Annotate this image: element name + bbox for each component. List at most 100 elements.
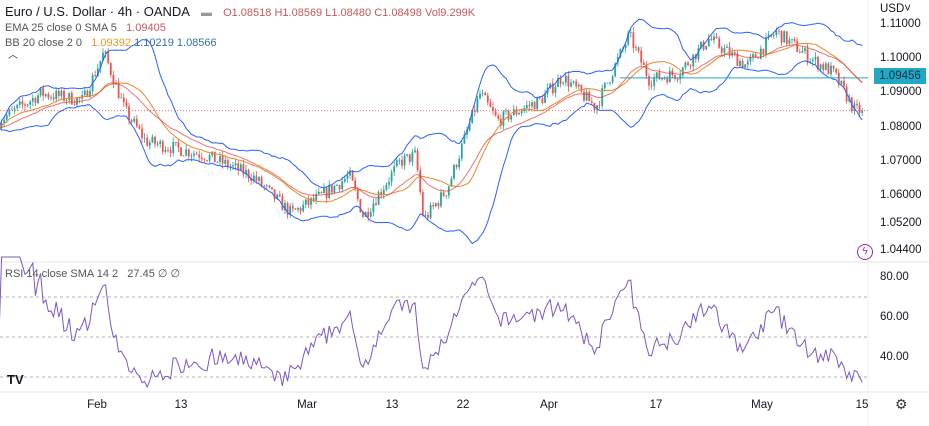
rsi-line bbox=[0, 256, 863, 389]
candle-body bbox=[208, 155, 211, 161]
candle-body bbox=[26, 104, 29, 106]
bb-lower-line bbox=[0, 60, 863, 245]
collapse-legend-button[interactable]: ︿ bbox=[8, 50, 18, 61]
candle-body bbox=[346, 175, 349, 179]
candle-body bbox=[255, 175, 258, 181]
candle-body bbox=[200, 157, 203, 160]
candle-body bbox=[840, 80, 843, 85]
candle-body bbox=[237, 163, 240, 171]
candle-body bbox=[778, 30, 780, 32]
candle-body bbox=[629, 32, 632, 34]
candle-body bbox=[107, 51, 110, 64]
price-axis-label: 1.11000 bbox=[880, 18, 921, 30]
candle-body bbox=[304, 199, 307, 205]
candle-body bbox=[637, 47, 640, 51]
candle-body bbox=[356, 189, 359, 200]
bb-lower: 1.08566 bbox=[176, 37, 217, 49]
candle-body bbox=[515, 109, 518, 115]
candle-body bbox=[42, 88, 45, 96]
candle-body bbox=[533, 102, 536, 110]
candle-body bbox=[403, 155, 406, 166]
candle-body bbox=[180, 147, 182, 156]
candle-body bbox=[720, 47, 723, 53]
candle-body bbox=[265, 185, 268, 187]
candle-body bbox=[393, 166, 396, 173]
candle-body bbox=[182, 155, 185, 157]
bb-upper: 1.10219 bbox=[134, 37, 174, 49]
candle-body bbox=[741, 60, 744, 68]
candle-body bbox=[811, 59, 814, 62]
candle-body bbox=[580, 84, 583, 92]
candle-body bbox=[169, 150, 172, 153]
currency-label: USD bbox=[880, 3, 905, 15]
minus-icon[interactable]: ▬ bbox=[201, 7, 213, 19]
time-tick: Apr bbox=[540, 399, 558, 411]
tradingview-logo[interactable]: TV bbox=[7, 372, 24, 387]
candle-body bbox=[291, 206, 294, 209]
candle-body bbox=[572, 81, 575, 83]
candle-body bbox=[411, 152, 414, 162]
candle-body bbox=[590, 101, 593, 103]
candle-body bbox=[557, 78, 559, 88]
candle-body bbox=[689, 65, 692, 67]
candle-body bbox=[161, 141, 164, 152]
candle-body bbox=[658, 72, 661, 80]
candle-body bbox=[528, 105, 531, 107]
candle-body bbox=[239, 164, 242, 171]
candle-body bbox=[89, 91, 91, 97]
candle-body bbox=[172, 142, 175, 153]
candle-body bbox=[234, 163, 237, 166]
candle-body bbox=[18, 101, 21, 105]
candle-body bbox=[832, 65, 835, 69]
ohlc-low: L1.08480 bbox=[325, 7, 372, 19]
currency-selector[interactable]: USD˅ bbox=[880, 3, 911, 15]
candle-body bbox=[216, 161, 219, 163]
candle-body bbox=[5, 115, 8, 120]
candle-body bbox=[661, 78, 663, 80]
current-price-tag: 1.09456 bbox=[874, 68, 926, 84]
candle-body bbox=[16, 104, 19, 109]
candle-body bbox=[692, 54, 695, 67]
candle-body bbox=[502, 111, 505, 126]
time-tick: 13 bbox=[385, 399, 399, 411]
candle-body bbox=[55, 90, 58, 100]
candle-body bbox=[128, 106, 130, 120]
candle-body bbox=[772, 35, 775, 37]
candle-body bbox=[83, 90, 86, 95]
candle-body bbox=[232, 165, 234, 167]
candle-body bbox=[427, 214, 429, 218]
candle-body bbox=[505, 110, 507, 112]
rsi-legend[interactable]: RSI 14 close SMA 14 2 27.45 ∅ ∅ bbox=[5, 267, 180, 280]
price-axis-label: 1.08000 bbox=[880, 120, 922, 133]
candle-body bbox=[432, 204, 435, 207]
candle-body bbox=[544, 93, 546, 104]
candle-body bbox=[437, 203, 440, 207]
candle-body bbox=[21, 101, 24, 105]
candle-body bbox=[242, 164, 245, 175]
candle-body bbox=[450, 178, 453, 187]
candle-body bbox=[471, 109, 474, 124]
candle-body bbox=[531, 102, 533, 107]
candle-body bbox=[154, 136, 156, 145]
settings-gear-icon[interactable]: ⚙ bbox=[895, 396, 908, 412]
candle-body bbox=[219, 155, 221, 162]
candle-body bbox=[559, 78, 562, 84]
candle-body bbox=[577, 84, 580, 87]
rsi-axis-label: 80.00 bbox=[880, 271, 909, 283]
lightning-icon[interactable]: ϟ bbox=[857, 244, 873, 260]
candle-body bbox=[648, 76, 650, 86]
candle-body bbox=[481, 93, 484, 94]
symbol-title[interactable]: Euro / U.S. Dollar · 4h · OANDA bbox=[5, 4, 190, 19]
candle-body bbox=[442, 192, 445, 197]
candle-body bbox=[668, 70, 671, 83]
ema-legend[interactable]: EMA 25 close 0 SMA 5 1.09405 bbox=[5, 22, 166, 34]
candle-body bbox=[263, 185, 266, 187]
candle-body bbox=[645, 64, 648, 77]
time-tick: Mar bbox=[297, 399, 317, 411]
candle-body bbox=[710, 38, 713, 41]
candle-body bbox=[650, 85, 653, 87]
bb-legend[interactable]: BB 20 close 2 0 1.09392 1.10219 1.08566 bbox=[5, 37, 217, 49]
candle-body bbox=[575, 81, 578, 87]
price-axis-label: 1.10000 bbox=[880, 52, 922, 65]
